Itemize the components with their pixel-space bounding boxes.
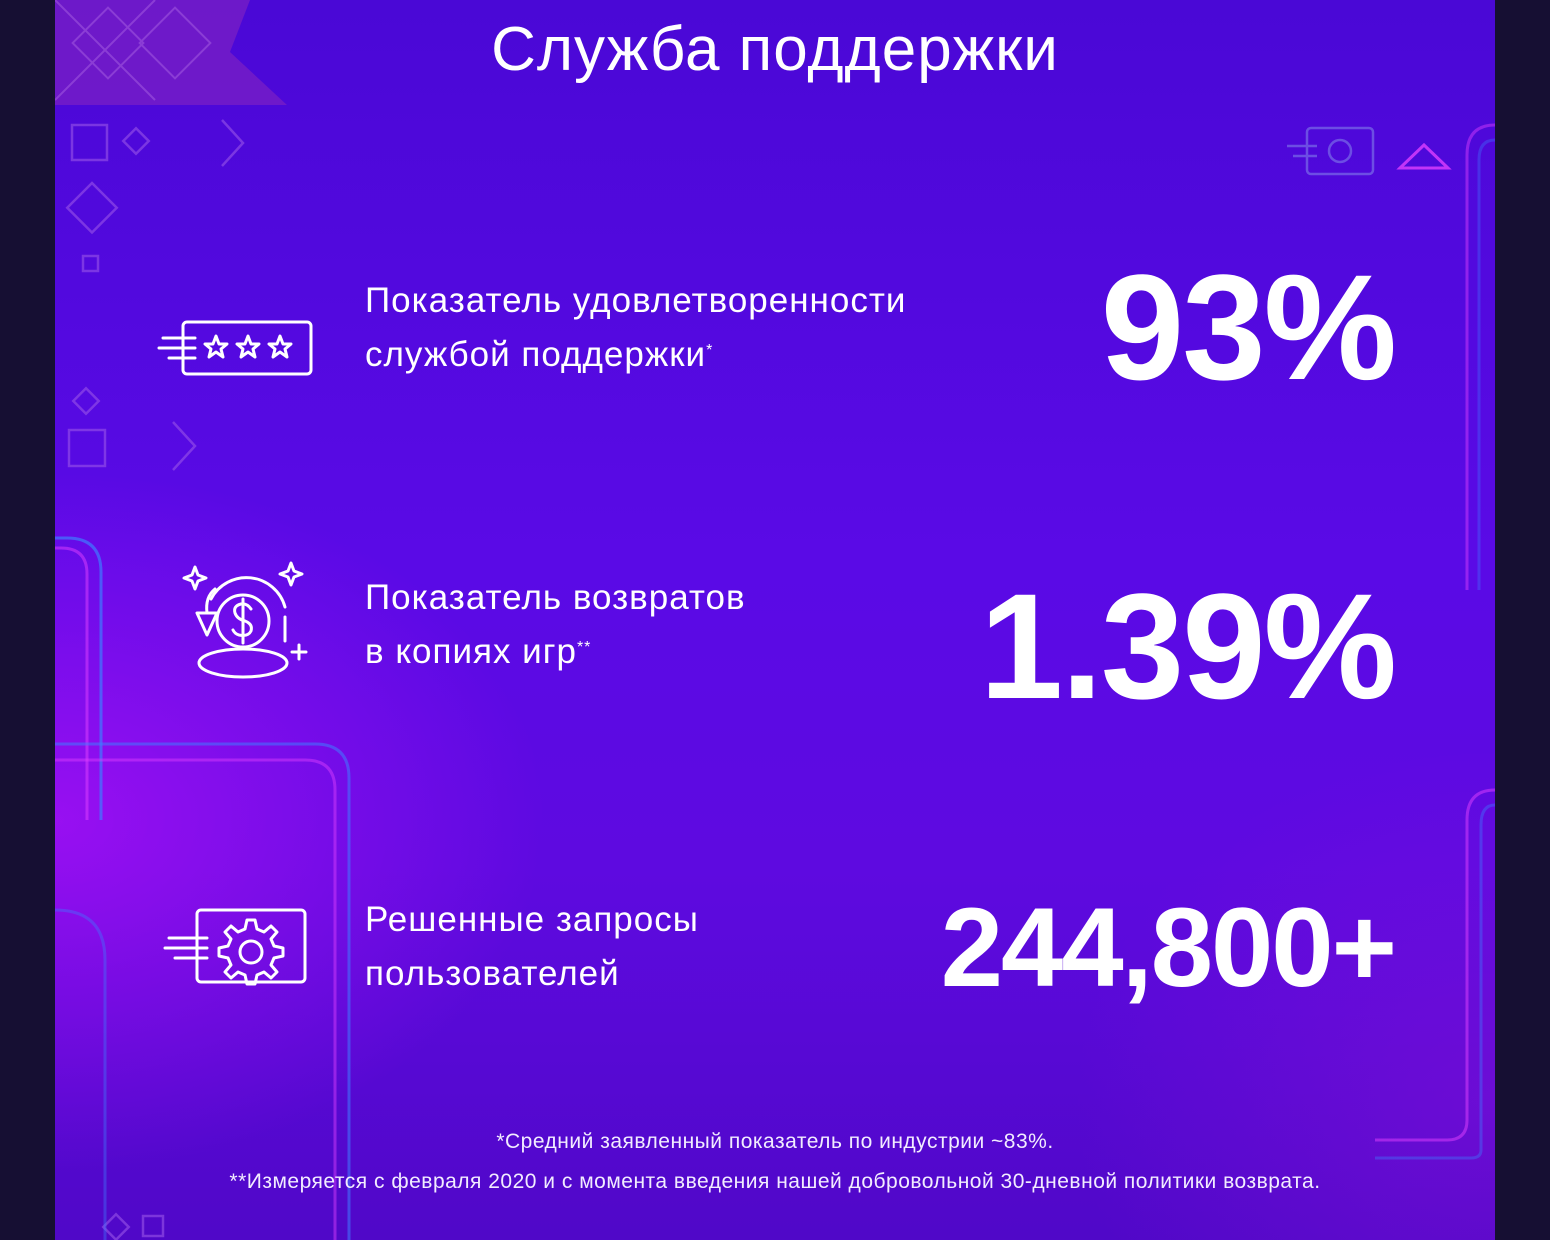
rating-stars-icon — [157, 320, 313, 376]
footnote-1: *Средний заявленный показатель по индуст… — [496, 1130, 1054, 1153]
stat-label-line2: пользователей — [365, 954, 620, 993]
footnote-marker: * — [706, 342, 714, 359]
stat-value: 244,800+ — [940, 885, 1397, 1010]
stat-value: 1.39% — [979, 562, 1397, 730]
support-panel: Служба поддержки Показатель удовлетворен… — [55, 0, 1495, 1240]
settings-gear-icon — [163, 908, 307, 986]
stat-value: 93% — [1100, 243, 1397, 411]
stat-label-line1: Решенные запросы — [365, 900, 699, 939]
stat-label: Показатель удовлетворенности службой под… — [365, 274, 906, 382]
stat-label: Показатель возвратов в копиях игр** — [365, 571, 746, 679]
footnote-marker: ** — [576, 639, 592, 656]
page-title: Служба поддержки — [491, 15, 1059, 84]
stat-label-line1: Показатель удовлетворенности — [365, 281, 907, 320]
stat-label-line2: службой поддержки* — [365, 335, 714, 374]
refund-coin-icon — [182, 561, 308, 679]
footnote-2: **Измеряется с февраля 2020 и с момента … — [229, 1170, 1321, 1193]
footnotes: *Средний заявленный показатель по индуст… — [55, 1122, 1495, 1202]
stat-label-line2: в копиях игр** — [365, 632, 592, 671]
stat-label-line1: Показатель возвратов — [365, 578, 746, 617]
stat-label: Решенные запросы пользователей — [365, 893, 699, 1001]
